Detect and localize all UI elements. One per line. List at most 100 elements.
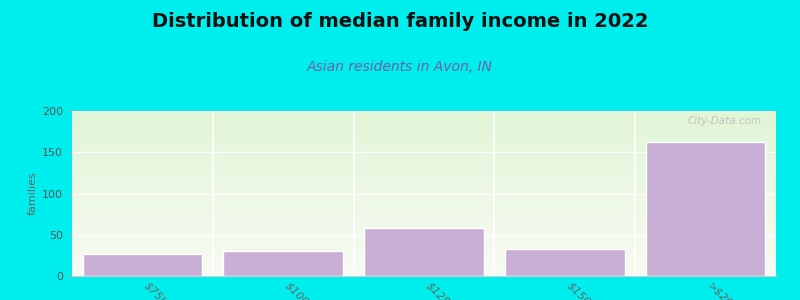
Bar xyxy=(72,245,776,246)
Bar xyxy=(72,170,776,171)
Bar xyxy=(72,244,776,245)
Bar xyxy=(72,250,776,251)
Bar xyxy=(72,174,776,175)
Bar xyxy=(72,190,776,191)
Bar xyxy=(72,147,776,148)
Bar xyxy=(72,136,776,137)
Bar xyxy=(72,204,776,205)
Bar xyxy=(72,265,776,266)
Bar xyxy=(72,139,776,140)
Bar xyxy=(72,196,776,197)
Bar xyxy=(72,160,776,161)
Bar xyxy=(72,132,776,133)
Bar xyxy=(72,150,776,151)
Bar xyxy=(72,236,776,237)
Bar xyxy=(72,194,776,195)
Bar xyxy=(72,258,776,259)
Bar xyxy=(72,167,776,168)
Bar xyxy=(72,185,776,186)
Bar xyxy=(72,191,776,192)
Bar xyxy=(72,133,776,134)
Bar xyxy=(72,131,776,132)
Bar xyxy=(72,231,776,232)
Bar xyxy=(72,216,776,217)
Bar xyxy=(72,178,776,179)
Bar xyxy=(72,214,776,215)
Bar xyxy=(72,234,776,235)
Bar xyxy=(72,138,776,139)
Bar xyxy=(72,180,776,181)
Bar xyxy=(82,254,202,276)
Bar xyxy=(72,251,776,252)
Bar xyxy=(72,188,776,189)
Bar xyxy=(72,116,776,117)
Bar xyxy=(72,270,776,271)
Bar xyxy=(72,152,776,153)
Bar xyxy=(72,192,776,193)
Bar xyxy=(72,121,776,122)
Bar xyxy=(72,135,776,136)
Bar xyxy=(72,173,776,174)
Bar xyxy=(72,111,776,112)
Bar xyxy=(72,235,776,236)
Bar xyxy=(72,254,776,255)
Bar xyxy=(505,249,625,276)
Bar xyxy=(72,122,776,123)
Bar xyxy=(72,118,776,119)
Bar xyxy=(72,181,776,182)
Bar xyxy=(72,159,776,160)
Bar xyxy=(72,215,776,216)
Bar xyxy=(72,164,776,165)
Bar xyxy=(72,274,776,275)
Bar xyxy=(646,142,766,276)
Bar xyxy=(72,198,776,199)
Bar xyxy=(72,199,776,200)
Bar xyxy=(72,205,776,206)
Bar xyxy=(72,271,776,272)
Bar xyxy=(72,146,776,147)
Bar xyxy=(72,130,776,131)
Y-axis label: families: families xyxy=(28,172,38,215)
Bar xyxy=(72,128,776,129)
Bar xyxy=(72,249,776,250)
Bar xyxy=(72,221,776,222)
Bar xyxy=(72,206,776,207)
Bar xyxy=(72,211,776,212)
Bar xyxy=(72,253,776,254)
Bar xyxy=(72,182,776,183)
Bar xyxy=(72,259,776,260)
Bar xyxy=(72,144,776,145)
Bar xyxy=(72,200,776,201)
Bar xyxy=(72,268,776,269)
Bar xyxy=(72,237,776,238)
Text: City-Data.com: City-Data.com xyxy=(688,116,762,126)
Bar xyxy=(72,124,776,125)
Bar xyxy=(72,257,776,258)
Bar xyxy=(72,273,776,274)
Bar xyxy=(364,228,484,276)
Bar xyxy=(72,166,776,167)
Bar xyxy=(72,252,776,253)
Bar xyxy=(72,202,776,203)
Bar xyxy=(72,137,776,138)
Bar xyxy=(72,184,776,185)
Bar xyxy=(223,251,343,276)
Bar xyxy=(72,112,776,113)
Bar xyxy=(72,264,776,265)
Bar xyxy=(72,176,776,177)
Bar xyxy=(72,202,776,203)
Bar xyxy=(72,229,776,230)
Bar xyxy=(72,134,776,135)
Bar xyxy=(72,217,776,218)
Bar xyxy=(72,248,776,249)
Bar xyxy=(72,225,776,226)
Bar xyxy=(72,120,776,121)
Bar xyxy=(72,151,776,152)
Bar xyxy=(72,230,776,231)
Bar xyxy=(72,269,776,270)
Bar xyxy=(72,123,776,124)
Bar xyxy=(72,240,776,241)
Bar xyxy=(72,208,776,209)
Bar xyxy=(72,223,776,224)
Bar xyxy=(72,228,776,229)
